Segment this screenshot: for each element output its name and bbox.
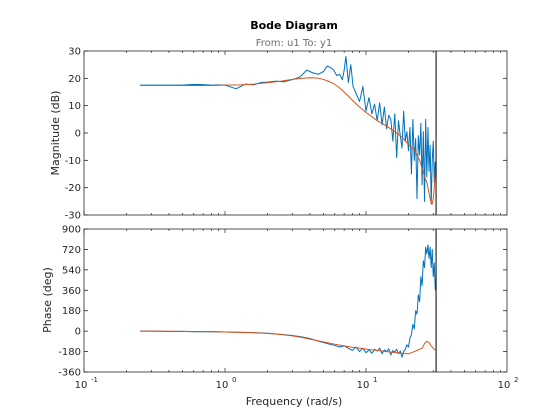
magnitude-y-ticks: -30 -20 -10 0 10 20 30: [65, 47, 507, 222]
mag-model-line: [140, 77, 436, 205]
phase-y-ticks: -360 -180 0 180 360 540 720 900: [58, 225, 507, 379]
x-tick-exponent: 1: [373, 376, 377, 384]
mag-y-tick-label: 20: [68, 74, 81, 85]
mag-y-tick-label: -30: [65, 211, 81, 222]
x-tick-label: 10: [357, 380, 370, 391]
chart-title: Bode Diagram: [250, 19, 338, 32]
mag-y-tick-label: 0: [75, 129, 81, 140]
chart-titles: Bode Diagram From: u1 To: y1: [250, 19, 338, 49]
phase-plot-area: [83, 228, 508, 373]
chart-subtitle: From: u1 To: y1: [256, 38, 333, 49]
x-axis-label: Frequency (rad/s): [246, 395, 343, 408]
phase-y-label: Phase (deg): [41, 267, 54, 333]
mag-y-tick-label: 10: [68, 101, 81, 112]
ph-y-tick-label: 900: [62, 225, 81, 236]
magnitude-series: [140, 55, 436, 205]
ph-y-tick-label: -180: [58, 347, 81, 358]
magnitude-x-ticks: [83, 51, 501, 215]
x-tick-label: 10: [216, 380, 229, 391]
ph-model-line: [140, 330, 436, 355]
magnitude-panel: -30 -20 -10 0 10 20 30 Magnitude (dB): [49, 47, 508, 222]
magnitude-plot-area: [83, 50, 508, 216]
x-tick-exponent: 2: [514, 376, 518, 384]
x-tick-label: 10: [75, 380, 88, 391]
ph-y-tick-label: -360: [58, 368, 81, 379]
phase-x-ticks: [83, 229, 501, 372]
x-tick-exponent: 0: [232, 376, 236, 384]
x-tick-label: 10: [498, 380, 511, 391]
mag-y-tick-label: -10: [65, 156, 81, 167]
ph-y-tick-label: 720: [62, 245, 81, 256]
x-tick-labels: 10 -1 10 0 10 1 10 2: [75, 376, 519, 391]
ph-y-tick-label: 0: [75, 327, 81, 338]
ph-y-tick-label: 540: [62, 265, 81, 276]
x-tick-exponent: -1: [91, 376, 98, 384]
mag-y-tick-label: -20: [65, 183, 81, 194]
phase-series: [140, 244, 436, 358]
ph-y-tick-label: 360: [62, 286, 81, 297]
ph-y-tick-label: 180: [62, 306, 81, 317]
magnitude-y-label: Magnitude (dB): [49, 91, 62, 176]
mag-y-tick-label: 30: [68, 47, 81, 58]
phase-panel: -360 -180 0 180 360 540 720 900 Phase (deg): [41, 225, 508, 379]
